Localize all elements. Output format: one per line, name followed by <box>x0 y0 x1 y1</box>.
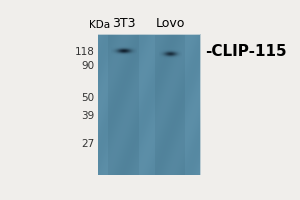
Bar <box>155 35 185 175</box>
Text: -CLIP-115: -CLIP-115 <box>205 44 286 59</box>
Text: 39: 39 <box>81 111 94 121</box>
Bar <box>108 35 139 175</box>
Text: Lovo: Lovo <box>155 17 185 30</box>
Text: 118: 118 <box>75 47 94 57</box>
Text: KDa: KDa <box>88 20 110 30</box>
Text: 50: 50 <box>81 93 94 103</box>
Bar <box>98 35 200 175</box>
Text: 90: 90 <box>81 61 94 71</box>
Text: 27: 27 <box>81 139 94 149</box>
Text: 3T3: 3T3 <box>112 17 135 30</box>
